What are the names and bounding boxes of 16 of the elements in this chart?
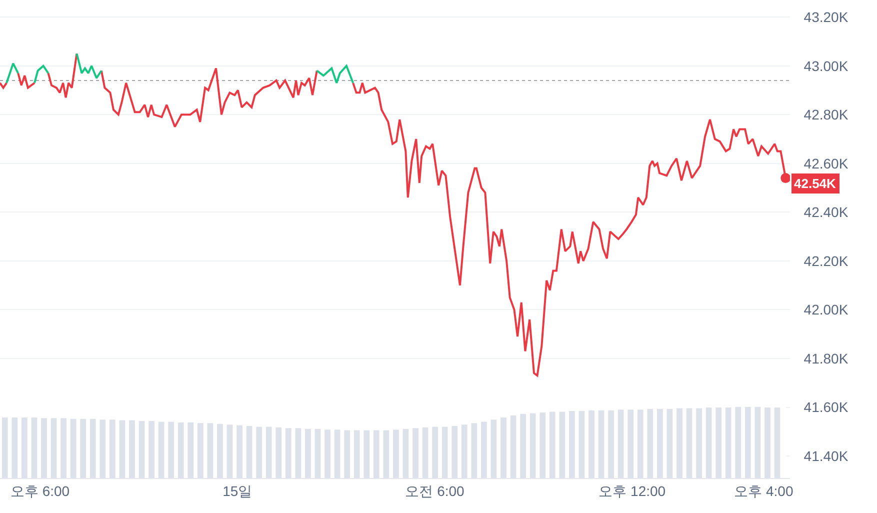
y-tick-label: 42.00K [804,302,849,318]
y-tick-label: 41.80K [804,350,849,366]
y-tick-label: 41.40K [804,448,849,464]
x-tick-label: 오후 6:00 [10,482,70,499]
y-tick-label: 42.80K [804,106,849,123]
annotation: 42.54K [794,176,837,191]
x-tick-label: 오후 4:00 [734,482,794,499]
y-tick-label: 41.60K [804,399,849,416]
x-tick-label: 오후 12:00 [598,482,666,499]
y-tick-label: 42.20K [804,252,849,269]
y-tick-label: 43.00K [804,58,849,74]
y-tick-label: 42.40K [804,204,849,220]
x-tick-label: 15일 [222,482,252,499]
y-tick-label: 43.20K [804,8,849,25]
y-tick-label: 42.60K [804,155,849,172]
x-tick-label: 오전 6:00 [405,482,465,499]
